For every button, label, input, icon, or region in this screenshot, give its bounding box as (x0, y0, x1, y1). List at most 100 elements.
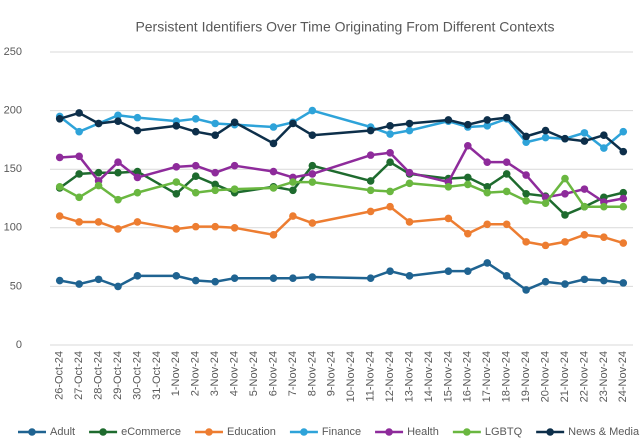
x-tick-label: 21-Nov-24 (559, 351, 571, 402)
point (464, 229, 472, 238)
point (191, 276, 200, 285)
point (502, 158, 511, 166)
point (366, 274, 375, 282)
point (619, 188, 628, 197)
legend-label: Finance (322, 426, 361, 438)
point (94, 119, 103, 128)
point (133, 113, 142, 122)
legend-item: LGBTQ (452, 426, 523, 438)
point (619, 147, 628, 156)
point (114, 117, 122, 125)
line-segment (291, 164, 314, 192)
point (75, 280, 83, 288)
point (386, 267, 394, 275)
x-tick-label: 6-Nov-24 (267, 351, 279, 396)
legend-label: eCommerce (121, 426, 181, 438)
point (133, 126, 142, 135)
point (55, 182, 64, 191)
x-tick-label: 15-Nov-24 (442, 351, 454, 402)
point (211, 119, 219, 128)
point (522, 190, 530, 198)
point (619, 202, 628, 211)
point (114, 225, 122, 233)
line-segment (137, 124, 177, 132)
point (172, 272, 181, 280)
x-tick-label: 13-Nov-24 (403, 351, 415, 402)
legend-marker (546, 428, 554, 436)
x-tick-label: 24-Nov-24 (617, 351, 629, 402)
y-tick-label: 100 (4, 222, 22, 234)
point (366, 177, 375, 185)
legend-marker (205, 428, 213, 436)
x-tick-label: 22-Nov-24 (578, 351, 590, 402)
x-tick-label: 5-Nov-24 (248, 351, 260, 396)
line-segment (369, 161, 391, 182)
point (308, 219, 317, 227)
y-tick-label: 200 (4, 105, 22, 117)
point (269, 139, 278, 148)
line-segment (447, 145, 469, 183)
legend-marker (300, 428, 308, 436)
point (94, 275, 103, 284)
line-segment (312, 129, 371, 137)
line-segment (311, 153, 372, 176)
x-tick-label: 30-Oct-24 (131, 351, 143, 400)
legend-label: Adult (50, 426, 75, 438)
line-segment (409, 269, 449, 278)
line-segment (467, 144, 489, 164)
point (522, 138, 530, 147)
point (366, 207, 375, 216)
line-segment (272, 215, 294, 236)
point (191, 115, 200, 123)
legend-item: Health (375, 426, 439, 438)
line-segment (175, 175, 197, 195)
line-segment (409, 182, 449, 189)
point (580, 129, 589, 137)
point (308, 131, 317, 140)
x-tick-label: 18-Nov-24 (501, 351, 513, 402)
point (308, 106, 317, 115)
point (133, 272, 142, 280)
point (464, 267, 472, 275)
point (269, 123, 278, 131)
point (269, 231, 278, 239)
point (405, 218, 414, 226)
point (75, 127, 83, 136)
point (386, 158, 394, 166)
point (366, 126, 375, 135)
x-tick-label: 29-Oct-24 (112, 351, 124, 400)
legend-label: Health (407, 426, 439, 438)
legend-marker (99, 428, 107, 436)
point (580, 231, 589, 239)
x-tick-label: 17-Nov-24 (481, 351, 493, 402)
point (522, 286, 530, 294)
point (94, 218, 103, 226)
point (619, 239, 628, 247)
point (211, 277, 219, 286)
point (600, 144, 608, 152)
line-segment (603, 130, 625, 150)
legend-label: LGBTQ (485, 426, 523, 438)
point (386, 187, 394, 196)
point (600, 233, 608, 241)
line-segment (137, 180, 177, 194)
point (561, 280, 569, 288)
line-segment (137, 165, 177, 179)
x-tick-label: 1-Nov-24 (170, 351, 182, 396)
line-segment (312, 164, 371, 183)
point (580, 202, 589, 211)
point (522, 197, 530, 205)
legend-item: Adult (18, 426, 75, 438)
point (522, 238, 530, 246)
point (114, 158, 122, 166)
point (522, 171, 530, 179)
legend-marker (385, 428, 393, 436)
legend-item: Education (194, 426, 276, 438)
point (600, 131, 608, 140)
x-tick-label: 16-Nov-24 (462, 351, 474, 402)
x-tick-label: 27-Oct-24 (73, 351, 85, 400)
point (289, 212, 297, 220)
point (386, 202, 394, 211)
legend-item: News & Media (536, 426, 640, 438)
point (483, 188, 492, 197)
